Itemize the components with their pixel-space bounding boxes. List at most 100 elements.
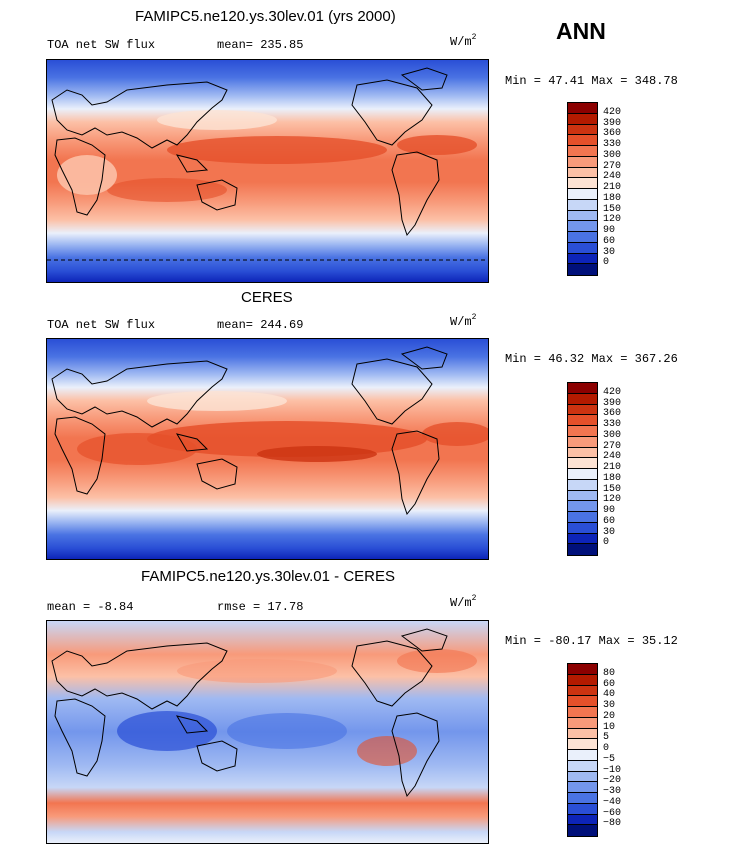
colorbar-swatch	[568, 479, 597, 491]
colorbar-swatch	[568, 696, 597, 707]
panel1-map-svg	[47, 60, 488, 282]
colorbar-level-label: 180	[603, 472, 622, 484]
colorbar-swatch	[568, 253, 597, 265]
colorbar-level-label: 60	[603, 515, 616, 527]
colorbar-swatch	[568, 469, 597, 480]
colorbar-swatch	[568, 393, 597, 405]
panel3-colorbar	[567, 663, 598, 837]
panel1-map	[46, 59, 489, 283]
colorbar-swatch	[568, 674, 597, 686]
colorbar-swatch	[568, 490, 597, 502]
colorbar-level-label: 30	[603, 246, 616, 258]
colorbar-swatch	[568, 728, 597, 740]
colorbar-level-label: −30	[603, 786, 622, 797]
colorbar-level-label: 150	[603, 483, 622, 495]
colorbar-swatch	[568, 167, 597, 179]
colorbar-level-label: 30	[603, 700, 616, 711]
colorbar-level-label: −10	[603, 764, 622, 776]
colorbar-swatch	[568, 156, 597, 168]
colorbar-level-label: 390	[603, 117, 622, 129]
colorbar-swatch	[568, 814, 597, 826]
colorbar-swatch	[568, 739, 597, 750]
colorbar-swatch	[568, 825, 597, 836]
colorbar-swatch	[568, 533, 597, 545]
colorbar-swatch	[568, 103, 597, 114]
colorbar-swatch	[568, 522, 597, 534]
colorbar-swatch	[568, 232, 597, 243]
colorbar-level-label: 420	[603, 386, 622, 398]
colorbar-level-label: 420	[603, 106, 622, 118]
colorbar-level-label: 270	[603, 160, 622, 172]
colorbar-level-label: 10	[603, 721, 616, 733]
panel2-colorbar	[567, 382, 598, 556]
colorbar-swatch	[568, 383, 597, 394]
colorbar-level-label: −5	[603, 753, 616, 765]
colorbar-level-label: 0	[603, 743, 610, 754]
panel2-units: W/m2	[450, 313, 477, 329]
colorbar-level-label: 120	[603, 214, 622, 226]
panel2-variable-label: TOA net SW flux	[47, 318, 156, 332]
colorbar-swatch	[568, 685, 597, 697]
panel2-title: CERES	[241, 289, 293, 306]
colorbar-level-label: 270	[603, 440, 622, 452]
colorbar-level-label: 300	[603, 429, 622, 441]
colorbar-swatch	[568, 501, 597, 512]
colorbar-level-label: 360	[603, 408, 622, 420]
colorbar-swatch	[568, 447, 597, 459]
colorbar-level-label: 240	[603, 451, 622, 463]
colorbar-level-label: 5	[603, 732, 610, 744]
panel3-map-svg	[47, 621, 488, 843]
colorbar-swatch	[568, 415, 597, 426]
colorbar-level-label: 60	[603, 678, 616, 690]
colorbar-level-label: −60	[603, 807, 622, 819]
colorbar-swatch	[568, 264, 597, 275]
colorbar-swatch	[568, 146, 597, 157]
colorbar-swatch	[568, 458, 597, 469]
colorbar-level-label: 300	[603, 149, 622, 161]
colorbar-swatch	[568, 221, 597, 232]
colorbar-swatch	[568, 750, 597, 761]
colorbar-swatch	[568, 124, 597, 136]
colorbar-level-label: 40	[603, 689, 616, 701]
panel3-map	[46, 620, 489, 844]
colorbar-level-label: 90	[603, 225, 616, 236]
panel3-mean-label: mean = -8.84	[47, 600, 134, 614]
colorbar-level-label: −80	[603, 818, 622, 830]
colorbar-level-label: 360	[603, 128, 622, 140]
colorbar-swatch	[568, 426, 597, 437]
colorbar-level-label: 210	[603, 182, 622, 193]
colorbar-level-label: 30	[603, 526, 616, 538]
panel3-minmax: Min = -80.17 Max = 35.12	[505, 634, 678, 648]
colorbar-swatch	[568, 782, 597, 793]
colorbar-swatch	[568, 771, 597, 783]
colorbar-level-label: 90	[603, 505, 616, 516]
colorbar-level-label: −20	[603, 775, 622, 787]
panel1-minmax: Min = 47.41 Max = 348.78	[505, 74, 678, 88]
colorbar-swatch	[568, 512, 597, 523]
colorbar-level-label: 390	[603, 397, 622, 409]
colorbar-level-label: 0	[603, 257, 610, 269]
colorbar-level-label: 120	[603, 494, 622, 506]
colorbar-swatch	[568, 178, 597, 189]
panel1-variable-label: TOA net SW flux	[47, 38, 156, 52]
colorbar-swatch	[568, 793, 597, 804]
colorbar-swatch	[568, 803, 597, 815]
panel3-units: W/m2	[450, 594, 477, 610]
panel1-colorbar	[567, 102, 598, 276]
colorbar-level-label: −40	[603, 796, 622, 808]
season-label: ANN	[556, 18, 606, 44]
colorbar-swatch	[568, 199, 597, 211]
colorbar-level-label: 330	[603, 139, 622, 150]
colorbar-swatch	[568, 189, 597, 200]
colorbar-swatch	[568, 242, 597, 254]
panel3-rmse-label: rmse = 17.78	[217, 600, 304, 614]
colorbar-level-label: 330	[603, 419, 622, 430]
colorbar-level-label: 20	[603, 710, 616, 722]
panel2-minmax: Min = 46.32 Max = 367.26	[505, 352, 678, 366]
panel2-map-svg	[47, 339, 488, 559]
colorbar-level-label: 180	[603, 192, 622, 204]
colorbar-level-label: 0	[603, 537, 610, 549]
panel1-mean-label: mean= 235.85	[217, 38, 304, 52]
colorbar-swatch	[568, 664, 597, 675]
panel2-mean-label: mean= 244.69	[217, 318, 304, 332]
